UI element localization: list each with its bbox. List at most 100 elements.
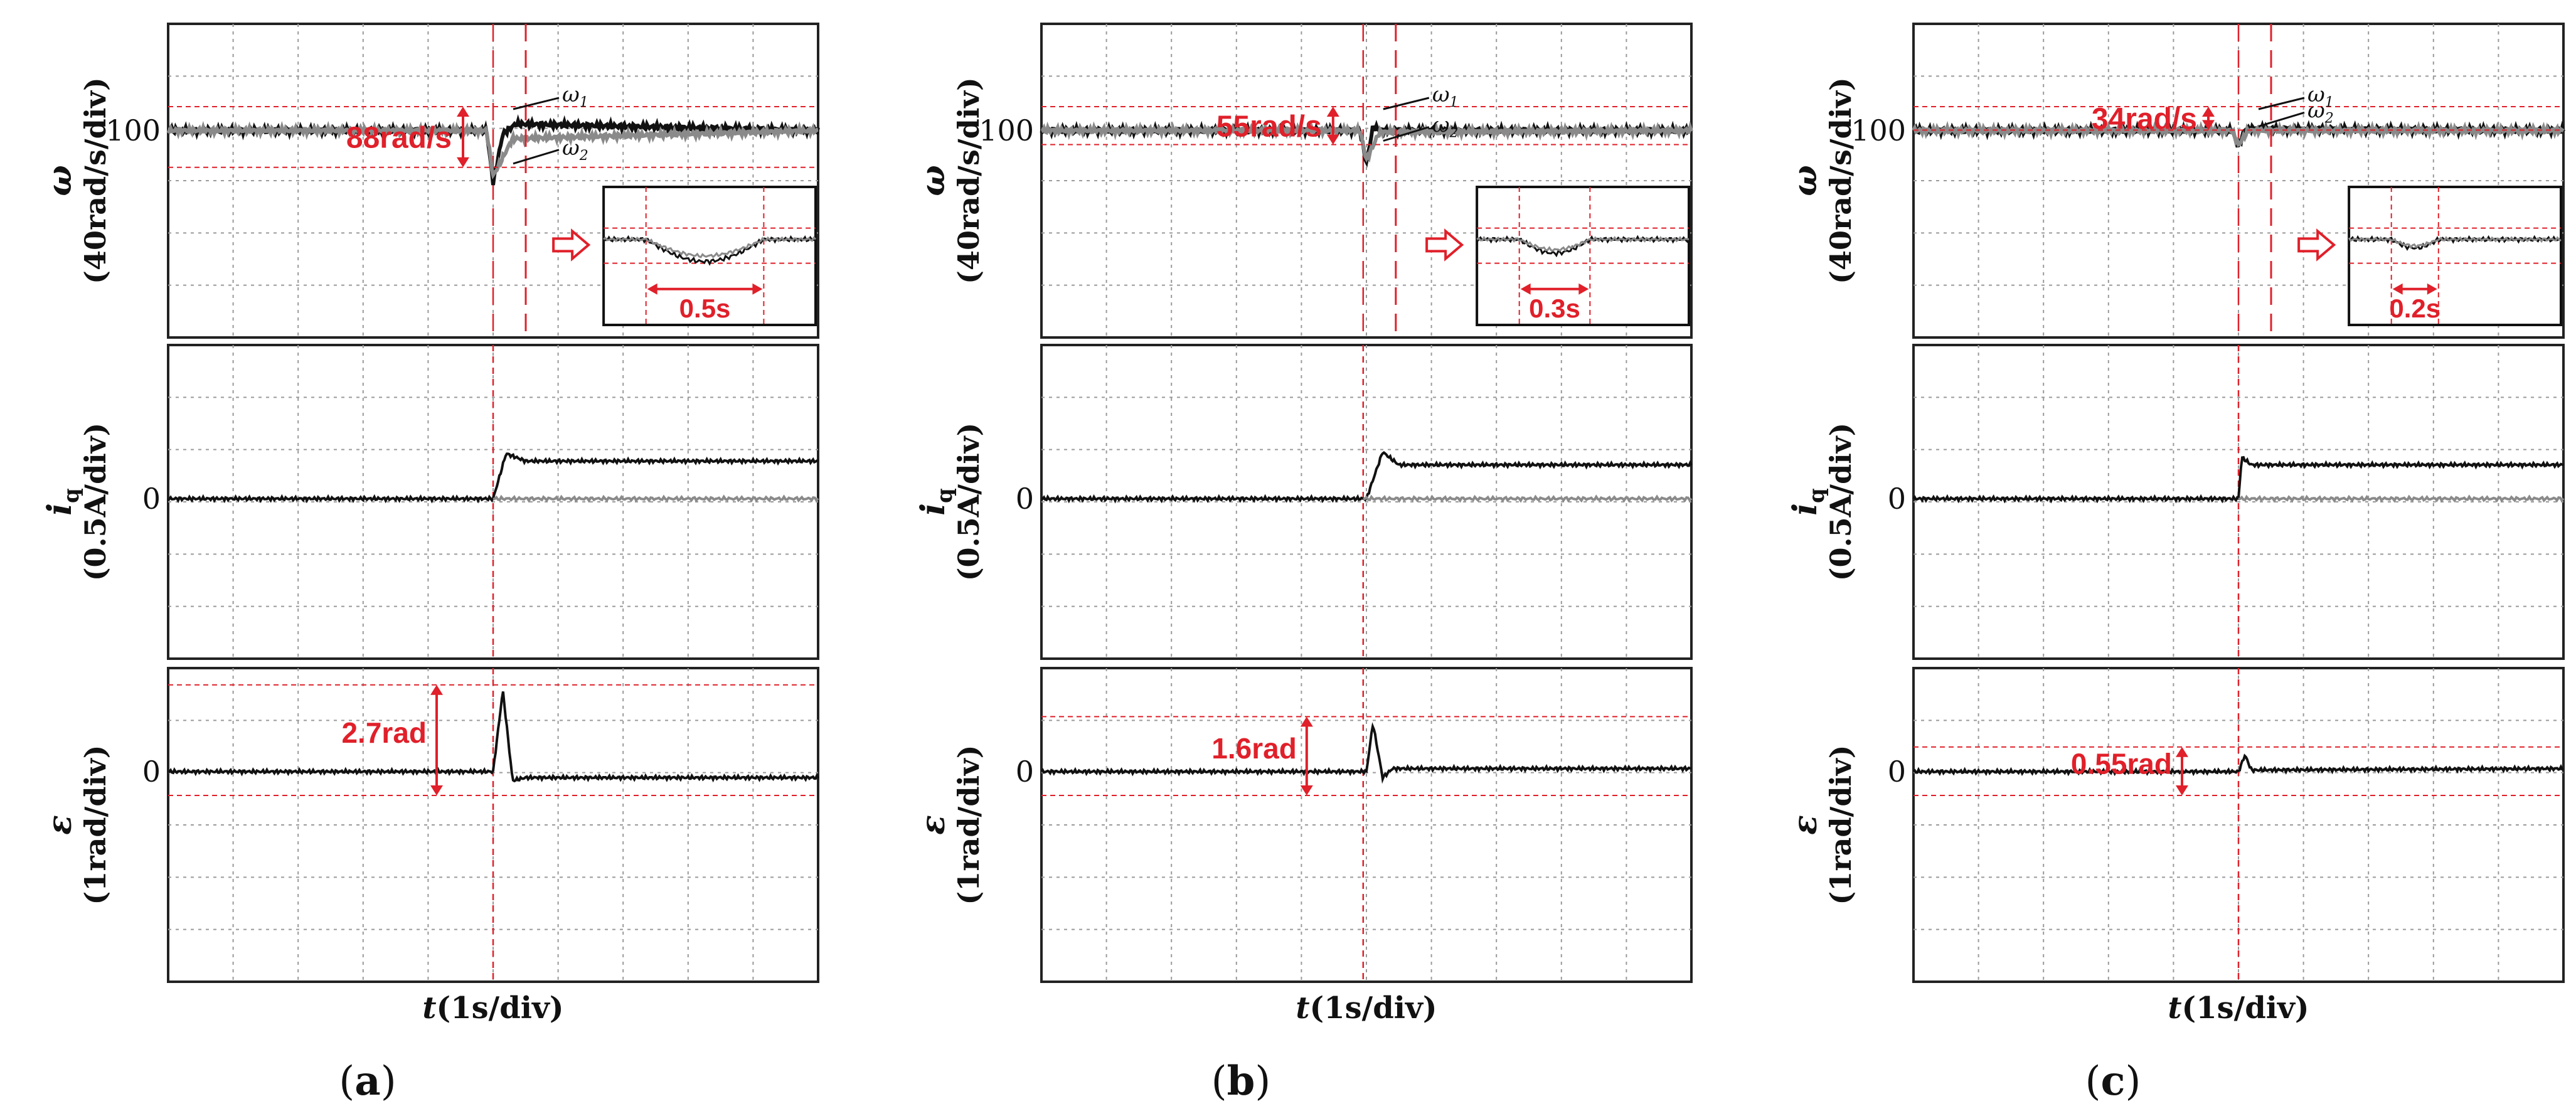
y-axis-symbol: ε (914, 815, 952, 835)
inset-series-omega2 (1476, 235, 1690, 252)
omega2-label: ω2 (1432, 113, 1459, 141)
arrow-head-up (1300, 716, 1313, 727)
panel-a: 100 ω (40rad/s/div) 88rad/s ω1 ω2 0.5s 0 iq(0.5A… (41, 23, 820, 1105)
y-axis-unit: (0.5A/div) (952, 423, 986, 581)
y-tick-label: 100 (1851, 114, 1906, 147)
subplot-a-1: 100 ω (40rad/s/div) 88rad/s ω1 ω2 0.5s (41, 23, 820, 339)
y-axis-symbol: ε (1786, 815, 1824, 835)
x-axis-label: t(1s/div) (2168, 991, 2309, 1026)
peak-label: 1.6rad (1211, 732, 1297, 765)
y-axis-symbol: iq (914, 488, 957, 516)
y-axis-unit: (40rad/s/div) (1824, 77, 1858, 284)
arrow-head-up (2176, 747, 2188, 757)
arrow-head-down (2202, 120, 2215, 130)
subplot-c-2: 0 iq(0.5A/div) (1786, 344, 2565, 660)
inset-series-omega1 (1476, 235, 1690, 258)
grid (1041, 345, 1691, 659)
inset-interval-label: 0.2s (2389, 294, 2440, 323)
arrow-head-left (647, 283, 657, 295)
panel-b: 100 ω (40rad/s/div) 55rad/s ω1 ω2 0.3s 0 iq(0.5A… (914, 23, 1693, 1105)
inset-series-omega2 (603, 236, 816, 258)
panel-caption: (b) (1211, 1058, 1271, 1105)
arrow-head-right (752, 283, 763, 295)
y-tick-label: 0 (142, 482, 161, 516)
zoom-arrow-icon (552, 228, 591, 262)
series-i_d (492, 494, 819, 503)
series-i_d (1363, 494, 1693, 503)
y-axis-unit: (0.5A/div) (1824, 423, 1858, 581)
zoom-arrow-icon (1425, 228, 1464, 262)
subplot-c-3: 0 ε (1rad/div) 0.55rad (1786, 667, 2565, 983)
inset-interval-label: 0.5s (679, 294, 731, 323)
y-axis-symbol: iq (1786, 488, 1829, 516)
omega1-label: ω1 (2307, 82, 2334, 110)
subplot-b-2: 0 iq(0.5A/div) (914, 344, 1693, 660)
arrow-head-up (1326, 107, 1339, 117)
arrow-head-down (430, 785, 443, 795)
y-axis-unit: (40rad/s/div) (78, 77, 112, 284)
series-i_d (2238, 494, 2565, 503)
y-axis-symbol: iq (41, 488, 84, 516)
omega2-label: ω2 (562, 136, 588, 164)
subplot-a-2: 0 iq(0.5A/div) (41, 344, 819, 660)
series-ω2 (1040, 120, 1693, 163)
y-axis-unit: (1rad/div) (78, 745, 112, 905)
drop-label: 55rad/s (1216, 110, 1322, 143)
omega2-pointer (2258, 111, 2305, 127)
subplot-b-3: 0 ε (1rad/div) 1.6rad (914, 667, 1693, 983)
omega2-pointer (513, 149, 560, 165)
omega2-pointer (1383, 126, 1430, 142)
peak-label: 0.55rad (2071, 747, 2172, 780)
panel-caption: (a) (339, 1058, 396, 1105)
arrow-head-down (2176, 785, 2188, 795)
series-ε (1040, 722, 1692, 784)
zoom-arrow-icon (2297, 228, 2336, 262)
arrow-head-up (2202, 107, 2215, 117)
drop-label: 34rad/s (2092, 103, 2197, 136)
y-axis-unit: (1rad/div) (1824, 745, 1858, 905)
y-tick-label: 0 (142, 755, 161, 789)
inset-series-omega2 (2348, 236, 2562, 249)
arrow-head-left (2392, 283, 2403, 295)
peak-label: 2.7rad (341, 716, 427, 749)
arrow-head-right (1578, 283, 1589, 295)
omega1-pointer (2258, 97, 2305, 110)
omega1-pointer (513, 97, 560, 110)
y-axis-symbol: ω (1786, 165, 1824, 196)
y-axis-symbol: ω (914, 165, 952, 196)
y-tick-label: 0 (1888, 755, 1906, 789)
subplot-b-1: 100 ω (40rad/s/div) 55rad/s ω1 ω2 0.3s (914, 23, 1693, 339)
arrow-head-right (2427, 283, 2437, 295)
panel-caption: (c) (2085, 1058, 2141, 1105)
y-axis-unit: (40rad/s/div) (952, 77, 986, 284)
arrow-head-left (1520, 283, 1531, 295)
y-axis-unit: (1rad/div) (952, 745, 986, 905)
arrow-head-up (430, 684, 443, 695)
y-tick-label: 0 (1016, 482, 1034, 516)
series-ε (168, 691, 819, 783)
series-ε (1912, 753, 2564, 777)
arrow-head-down (1300, 785, 1313, 795)
y-tick-label: 100 (979, 114, 1034, 147)
arrow-head-down (1326, 134, 1339, 145)
x-axis-label: t(1s/div) (422, 991, 563, 1026)
y-tick-label: 0 (1888, 482, 1906, 516)
y-tick-label: 100 (105, 114, 161, 147)
arrow-head-up (457, 107, 469, 117)
y-axis-unit: (0.5A/div) (78, 423, 112, 581)
subplot-a-3: 0 ε (1rad/div) 2.7rad (41, 667, 819, 983)
omega1-label: ω1 (1432, 82, 1459, 110)
omega2-label: ω2 (2307, 98, 2334, 126)
y-axis-symbol: ω (41, 165, 79, 196)
y-tick-label: 0 (1016, 755, 1034, 789)
series-ω2 (166, 120, 819, 180)
inset-interval-label: 0.3s (1529, 294, 1580, 323)
omega1-label: ω1 (562, 82, 588, 110)
y-axis-symbol: ε (41, 815, 79, 835)
drop-label: 88rad/s (346, 121, 452, 154)
omega1-pointer (1383, 97, 1430, 110)
grid (1913, 24, 2563, 337)
